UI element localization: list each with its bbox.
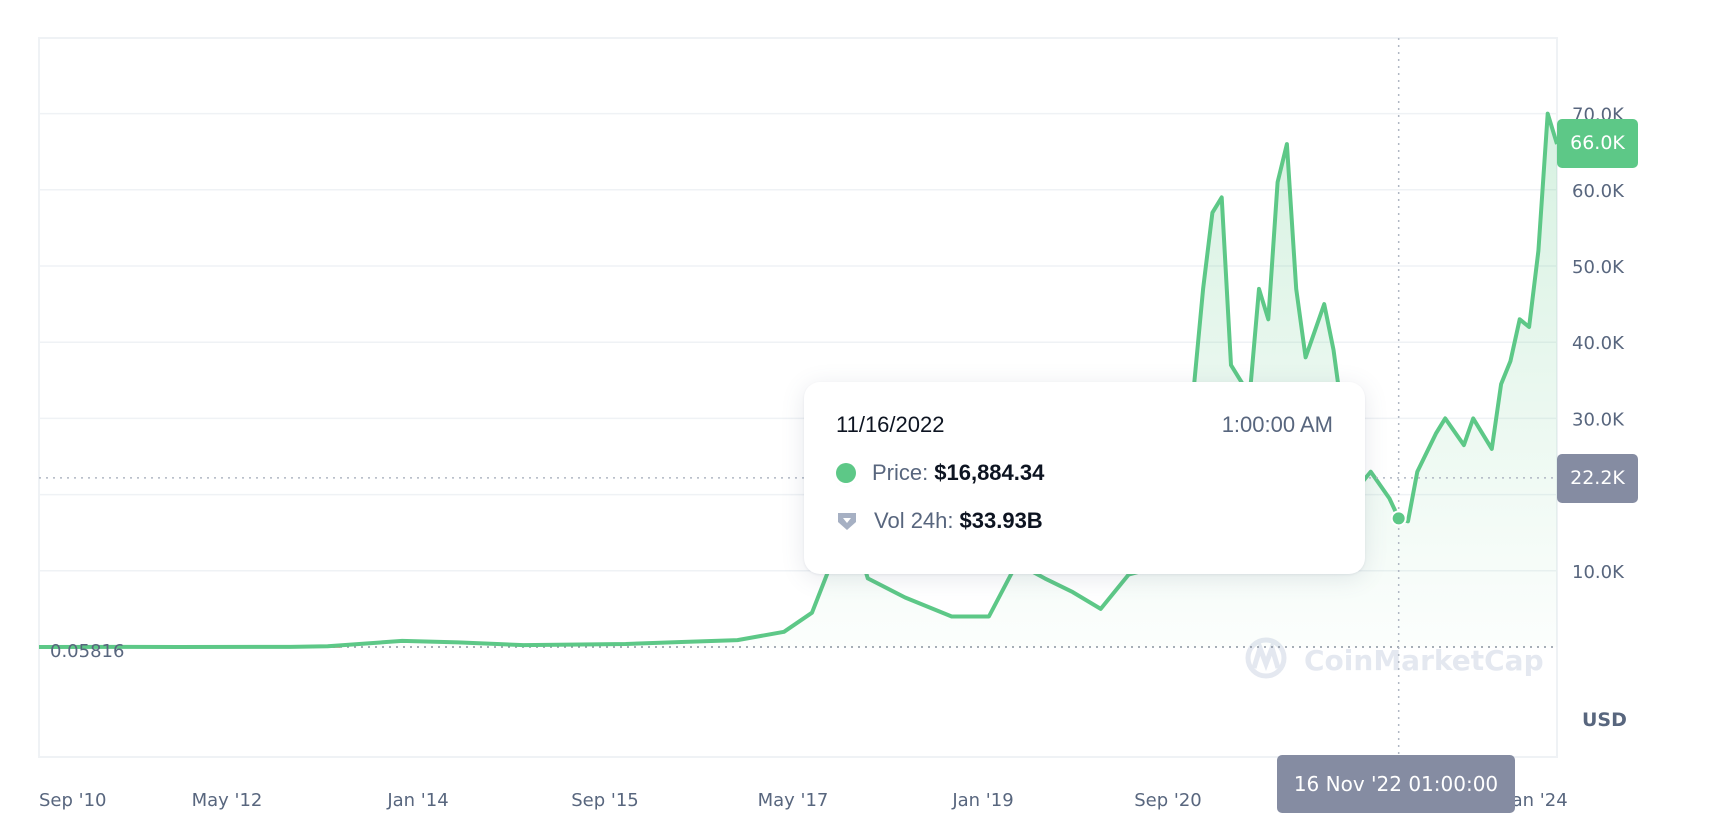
crosshair-date-badge: 16 Nov '22 01:00:00 [1277,755,1515,813]
x-tick-label: Sep '20 [1134,790,1202,811]
price-line [38,111,1559,649]
y-tick-label: 60.0K [1572,181,1625,202]
volume-icon [838,513,856,530]
price-dot-icon [836,463,856,483]
highlight-point [1390,510,1407,527]
tooltip-price-label: Price: [872,460,929,485]
x-tick-label: Sep '15 [571,790,639,811]
x-tick-label: Sep '10 [39,790,107,811]
crosshair-price-badge: 22.2K [1557,454,1638,503]
tooltip-volume-value: $33.93B [959,508,1043,533]
tooltip-price-value: $16,884.34 [934,460,1045,485]
tooltip-volume-label: Vol 24h: [874,508,954,533]
coinmarketcap-watermark: CoinMarketCap [1245,637,1544,679]
start-price-label: 0.05816 [50,641,124,662]
x-tick-label: May '12 [192,790,263,811]
svg-text:CoinMarketCap: CoinMarketCap [1304,644,1544,677]
tooltip-time: 1:00:00 AM [1221,412,1333,437]
y-tick-label: 10.0K [1572,562,1625,583]
x-tick-label: Jan '24 [1505,790,1567,811]
x-tick-label: Jan '14 [386,790,448,811]
chart-tooltip: 11/16/2022 1:00:00 AM Price: $16,884.34 … [804,382,1365,574]
x-tick-label: Jan '19 [951,790,1013,811]
y-tick-label: 50.0K [1572,257,1625,278]
tooltip-date: 11/16/2022 [836,412,945,437]
current-price-badge: 66.0K [1557,119,1638,168]
currency-label: USD [1582,709,1627,731]
x-tick-label: May '17 [758,790,829,811]
y-tick-label: 40.0K [1572,333,1625,354]
y-tick-label: 30.0K [1572,409,1625,430]
